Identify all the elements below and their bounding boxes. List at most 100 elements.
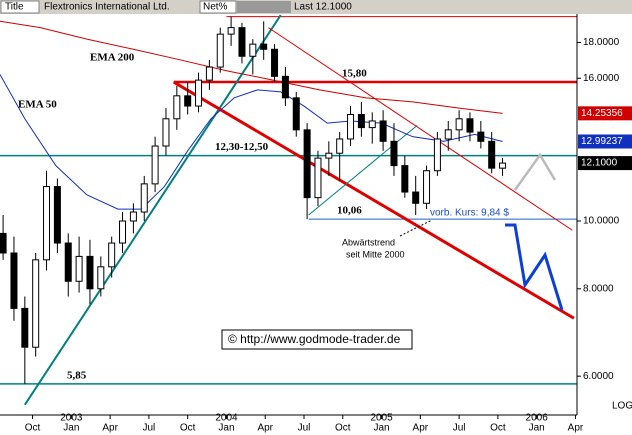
x-tick-label: Oct xyxy=(25,423,41,434)
last-value-label: 14.25356 xyxy=(581,108,623,119)
candle-body xyxy=(379,120,387,142)
candle-body xyxy=(216,33,224,68)
candle-body xyxy=(21,307,29,348)
candle-body xyxy=(281,75,289,99)
candle-body xyxy=(97,266,105,290)
candle-body xyxy=(499,162,507,169)
tab xyxy=(199,0,237,14)
candle-body xyxy=(205,66,213,81)
candle-body xyxy=(129,211,137,222)
candle-body xyxy=(325,152,333,159)
candle-body xyxy=(477,131,485,142)
x-tick-label: Jan xyxy=(529,423,545,434)
ema-line xyxy=(0,74,503,210)
candle-body xyxy=(336,138,344,154)
candle-body xyxy=(75,255,83,282)
candle-body xyxy=(108,242,116,268)
header-last: Last 12.1000 xyxy=(294,2,352,13)
forecast-blue xyxy=(505,223,564,311)
copyright: © http://www.godmode-trader.de xyxy=(228,332,401,346)
candle-body xyxy=(303,129,311,199)
x-tick-label: Apr xyxy=(102,423,118,434)
trendline xyxy=(268,27,573,231)
candle-body xyxy=(357,113,365,129)
candle-body xyxy=(32,259,40,348)
candle-body xyxy=(249,43,257,57)
candle-body xyxy=(86,255,94,290)
candle-body xyxy=(390,140,398,167)
candle-body xyxy=(433,138,441,172)
x-tick-label: Jan xyxy=(374,423,390,434)
candle-body xyxy=(10,252,18,309)
y-tick-label: 8.0000 xyxy=(583,283,614,294)
candle-body xyxy=(238,27,246,57)
last-value-box xyxy=(578,106,632,121)
y-tick-label: 18.0000 xyxy=(583,37,620,48)
x-tick-label: Jul xyxy=(453,423,466,434)
last-value-box xyxy=(578,156,632,171)
x-tick-label: Oct xyxy=(490,423,506,434)
candle-body xyxy=(401,165,409,193)
tab xyxy=(237,1,291,13)
candle-body xyxy=(444,129,452,140)
year-label: 2006 xyxy=(526,413,549,424)
level-label: 12,30-12,50 xyxy=(215,141,269,153)
scale-label: LOG xyxy=(612,401,632,412)
x-tick-label: Apr xyxy=(568,423,584,434)
trendline xyxy=(172,80,575,320)
candle-body xyxy=(53,186,61,244)
legend-label: EMA 50 xyxy=(18,99,57,111)
header-bar xyxy=(0,0,632,14)
y-tick-label: 6.0000 xyxy=(583,371,614,382)
y-tick-label: 10.0000 xyxy=(583,216,620,227)
candle-body xyxy=(271,48,279,77)
candle-body xyxy=(488,140,496,169)
year-label: 2003 xyxy=(60,413,83,424)
header-name: Flextronics International Ltd. xyxy=(44,2,170,13)
header-tab: Title xyxy=(5,2,24,13)
candle-body xyxy=(466,118,474,133)
candle-body xyxy=(347,113,355,140)
candle-body xyxy=(314,157,322,199)
candle-body xyxy=(162,118,170,147)
candle-body xyxy=(0,232,7,254)
last-value-box xyxy=(578,134,632,149)
year-label: 2004 xyxy=(215,413,238,424)
forecast-gray xyxy=(513,152,557,191)
copyright-box xyxy=(221,329,413,350)
y-tick-label: 16.0000 xyxy=(583,73,620,84)
candle-body xyxy=(292,97,300,131)
candle-body xyxy=(64,242,72,282)
last-value-label: 12.99237 xyxy=(581,136,623,147)
trendline xyxy=(308,124,418,216)
x-tick-label: Oct xyxy=(180,423,196,434)
legend-label: EMA 200 xyxy=(90,52,135,64)
last-value-label: 12.1000 xyxy=(581,158,618,169)
candle-body xyxy=(368,120,376,129)
x-tick-label: Jul xyxy=(143,423,156,434)
x-tick-label: Jul xyxy=(298,423,311,434)
year-label: 2005 xyxy=(370,413,393,424)
candle-body xyxy=(260,43,268,50)
candle-body xyxy=(119,220,127,244)
x-tick-label: Apr xyxy=(257,423,273,434)
candle-body xyxy=(140,183,148,213)
header-mode: Net% xyxy=(203,2,228,13)
candle-body xyxy=(151,145,159,185)
candle-body xyxy=(412,191,420,204)
pointer xyxy=(399,219,433,237)
candle-body xyxy=(173,95,181,120)
ema-line xyxy=(0,20,503,114)
candle-body xyxy=(184,95,192,107)
candle-body xyxy=(195,79,203,107)
annotation: vorb. Kurs: 9,84 $ xyxy=(430,208,509,219)
candle-body xyxy=(423,170,431,204)
x-tick-label: Jan xyxy=(63,423,79,434)
x-tick-label: Oct xyxy=(335,423,351,434)
x-tick-label: Jan xyxy=(218,423,234,434)
candle-body xyxy=(455,118,463,131)
